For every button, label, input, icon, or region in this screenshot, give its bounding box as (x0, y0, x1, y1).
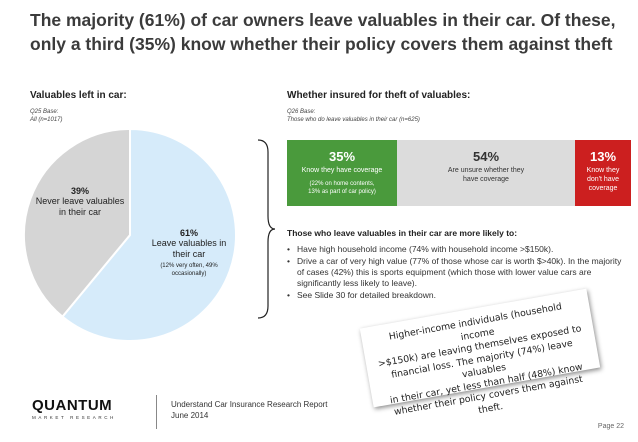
segment-unsure-pct: 54% (472, 149, 500, 164)
page-number: Page 22 (597, 423, 624, 430)
bar-segment-know-coverage: 35% Know they have coverage (22% on home… (287, 140, 397, 206)
pie-label-leave-line-1: Leave valuables in (151, 238, 227, 248)
title-line-1: The majority (61%) of car owners leave v… (30, 10, 616, 30)
segment-know-sub-1: (22% on home contents, (309, 181, 375, 187)
bar-segment-no-coverage: 13% Know they don't have coverage (575, 140, 631, 206)
connector-brace (257, 139, 276, 319)
pie-label-never-line-1: Never leave valuables (35, 196, 125, 206)
pie-label-leave-pct: 61% (179, 228, 198, 238)
pie-label-leave-line-2: their car (172, 249, 206, 259)
footer-divider (156, 395, 157, 429)
left-panel-heading: Valuables left in car: (30, 90, 127, 101)
right-base-line-2: Those who do leave valuables in their ca… (287, 117, 420, 123)
likely-bullet-car-value: Drive a car of very high value (77% of t… (287, 256, 627, 289)
report-title: Understand Car Insurance Research Report (171, 400, 328, 409)
segment-know-sub-2: 13% as part of car policy) (308, 189, 376, 195)
left-panel-base: Q25 Base: All (n=1017) (30, 108, 63, 124)
right-panel-base: Q26 Base: Those who do leave valuables i… (287, 108, 420, 124)
logo-name: QUANTUM (32, 397, 113, 414)
right-panel-heading: Whether insured for theft of valuables: (287, 90, 471, 101)
left-base-line-1: Q25 Base: (30, 109, 59, 115)
likely-bullet-income: Have high household income (74% with hou… (287, 244, 627, 255)
segment-no-pct: 13% (589, 149, 617, 164)
title-line-2: only a third (35%) know whether their po… (30, 34, 613, 54)
callout-note: Higher-income individuals (household inc… (359, 288, 601, 418)
segment-no-text-3: coverage (588, 185, 618, 192)
insurance-stacked-bar: 35% Know they have coverage (22% on home… (287, 140, 631, 206)
pie-label-never-line-2: in their car (58, 207, 102, 217)
pie-label-leave-valuables: 61% Leave valuables in their car (12% ve… (134, 228, 244, 278)
left-base-line-2: All (n=1017) (30, 117, 63, 123)
valuables-pie-chart (23, 127, 237, 342)
page-title: The majority (61%) of car owners leave v… (30, 8, 630, 56)
segment-unsure-text-2: have coverage (463, 176, 509, 183)
pie-label-never-leave: 39% Never leave valuables in their car (28, 186, 132, 218)
pie-slice-never-leave (23, 127, 131, 319)
report-info: Understand Car Insurance Research Report… (171, 399, 328, 421)
pie-label-leave-sub-2: occasionally) (171, 271, 207, 277)
likely-bullet-list: Have high household income (74% with hou… (287, 244, 627, 302)
segment-unsure-text-1: Are unsure whether they (447, 167, 525, 174)
logo-subtitle: MARKET RESEARCH (32, 415, 116, 420)
pie-slice-leave-valuables (61, 127, 237, 342)
segment-know-pct: 35% (328, 149, 356, 164)
pie-label-never-pct: 39% (70, 186, 89, 196)
likely-heading: Those who leave valuables in their car a… (287, 228, 518, 238)
segment-no-text-1: Know they (586, 167, 620, 174)
quantum-logo: QUANTUM MARKET RESEARCH (32, 397, 116, 420)
bar-segment-unsure: 54% Are unsure whether they have coverag… (397, 140, 575, 206)
right-base-line-1: Q26 Base: (287, 109, 316, 115)
segment-no-text-2: don't have (586, 176, 620, 183)
pie-label-leave-sub-1: (12% very often, 49% (160, 263, 218, 269)
likely-bullet-see-slide: See Slide 30 for detailed breakdown. (287, 290, 627, 301)
segment-know-text: Know they have coverage (301, 167, 383, 174)
report-date: June 2014 (171, 411, 209, 420)
